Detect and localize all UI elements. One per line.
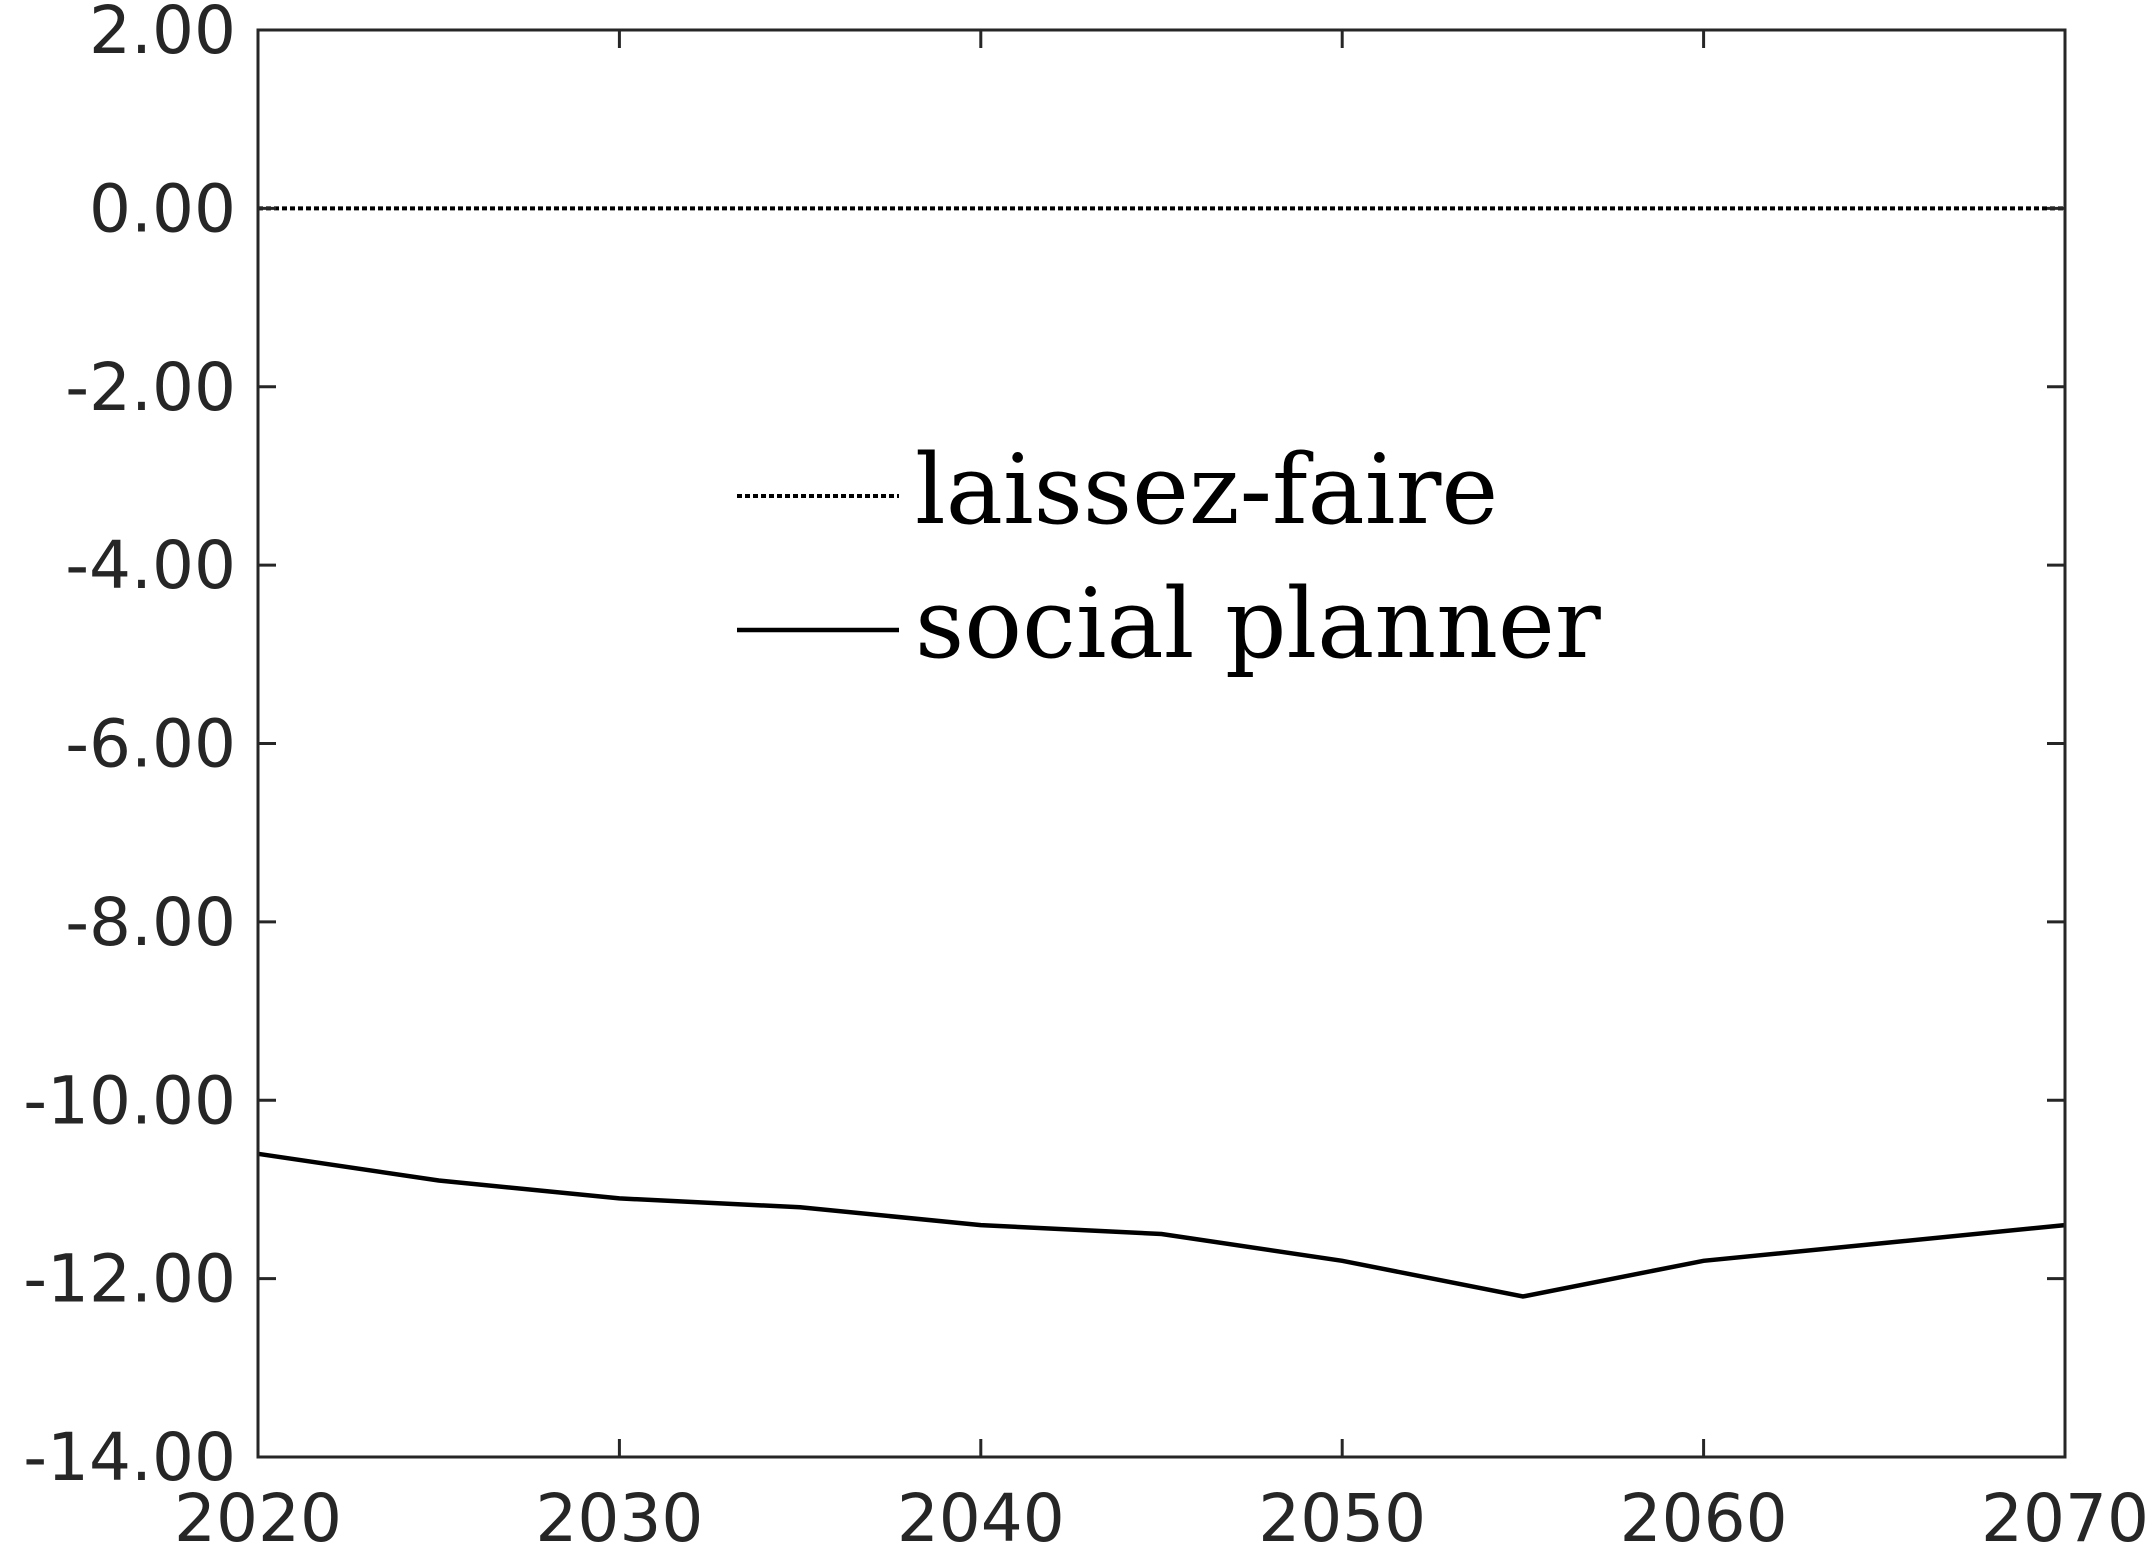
y-tick-label: -12.00 xyxy=(23,1241,236,1318)
legend: laissez-faire social planner xyxy=(737,434,1601,680)
y-tick-label: -8.00 xyxy=(65,884,236,961)
axes: 2020 2030 2040 2050 2060 2070 2.00 0.00 -2.00 -4.… xyxy=(23,0,2149,1554)
y-tick-label: -4.00 xyxy=(65,527,236,604)
y-tick-label: -2.00 xyxy=(65,349,236,426)
x-tick-label: 2060 xyxy=(1620,1480,1788,1554)
legend-label: social planner xyxy=(915,568,1601,680)
axes-box xyxy=(256,28,2067,1459)
y-tick-label: 2.00 xyxy=(89,0,236,69)
legend-label: laissez-faire xyxy=(915,434,1498,546)
x-tick-label: 2020 xyxy=(174,1480,342,1554)
plot-area xyxy=(257,206,2066,1299)
x-tick-label: 2050 xyxy=(1258,1480,1426,1554)
y-tick-label: 0.00 xyxy=(89,170,236,247)
x-tick-label: 2070 xyxy=(1981,1480,2149,1554)
series-line-social-planner xyxy=(257,1151,2066,1299)
y-tick-label: -10.00 xyxy=(23,1062,236,1139)
x-tick-label: 2040 xyxy=(897,1480,1065,1554)
y-tick-label: -14.00 xyxy=(23,1419,236,1496)
y-tick-label: -6.00 xyxy=(65,706,236,783)
x-tick-label: 2030 xyxy=(535,1480,703,1554)
